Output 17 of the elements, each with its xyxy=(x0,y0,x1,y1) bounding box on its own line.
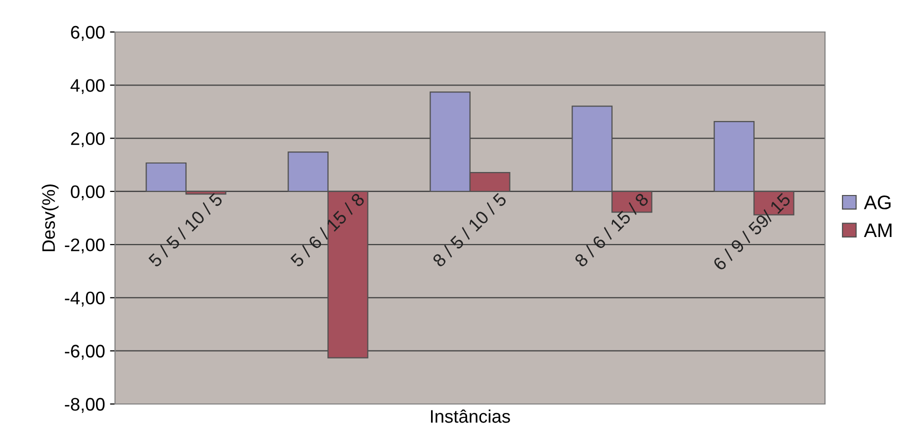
x-tick-label: 5 / 6 / 15 / 8 xyxy=(289,192,366,268)
y-tick-label: -4,00 xyxy=(64,292,105,307)
y-tick-label: 4,00 xyxy=(70,79,105,94)
legend-label: AG xyxy=(864,196,891,210)
y-tick-label: -6,00 xyxy=(64,344,105,360)
y-tick-label: -8,00 xyxy=(64,398,105,413)
x-tick-label: 8 / 5 / 10 / 5 xyxy=(432,192,508,268)
y-tick-label: 2,00 xyxy=(71,132,105,148)
y-axis-title: Desv(%) xyxy=(42,184,59,252)
x-tick-label: 5 / 5 / 10 / 5 xyxy=(147,192,224,268)
y-tick-label: -2,00 xyxy=(64,238,105,254)
legend-label: AM xyxy=(864,224,892,237)
y-tick-label: 6,00 xyxy=(71,26,105,41)
x-axis-title: Instâncias xyxy=(431,409,510,423)
x-tick-label: 8 / 6 / 15 / 8 xyxy=(574,192,650,268)
x-tick-label: 6 / 9 / 59/ 15 xyxy=(712,192,792,272)
y-tick-label: 0,00 xyxy=(70,185,105,200)
